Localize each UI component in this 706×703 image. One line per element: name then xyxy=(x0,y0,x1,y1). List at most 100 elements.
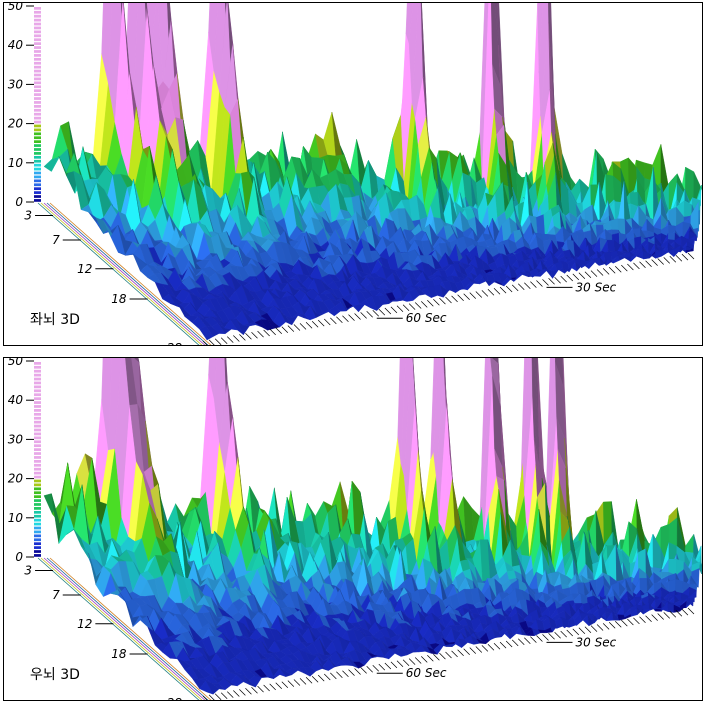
time-hatch-tick xyxy=(269,683,276,691)
colorbar-segment xyxy=(34,14,41,18)
time-hatch-tick xyxy=(354,313,361,320)
time-hatch-tick xyxy=(518,638,525,646)
time-hatch-tick xyxy=(287,680,295,687)
time-hatch-tick xyxy=(675,254,683,262)
time-hatch-tick xyxy=(299,323,307,330)
time-hatch-tick xyxy=(681,253,689,261)
time-hatch-tick xyxy=(493,642,501,650)
time-hatch-tick xyxy=(354,668,361,675)
time-hatch-tick xyxy=(299,678,307,685)
colorbar-segment xyxy=(34,432,41,436)
time-hatch-tick xyxy=(572,628,580,636)
colorbar-segment xyxy=(34,491,41,495)
time-hatch-tick xyxy=(657,613,664,620)
time-hatch-tick xyxy=(651,259,658,266)
left-brain-3d-panel: 0 10 20 30 40 50 3 7 12 18 28 30 Sec 60 Sec 좌뇌 3D xyxy=(3,2,703,346)
colorbar-segment xyxy=(34,538,41,542)
time-hatch-tick xyxy=(269,328,276,336)
colorbar-segment xyxy=(34,116,41,120)
time-hatch-tick xyxy=(475,291,483,298)
time-hatch-tick xyxy=(499,641,507,649)
time-hatch-tick xyxy=(239,689,246,696)
colorbar-segment xyxy=(34,401,41,404)
time-hatch-tick xyxy=(305,677,313,684)
colorbar-segment xyxy=(34,479,41,483)
colorbar-segment xyxy=(34,105,41,108)
time-hatch-tick xyxy=(687,252,695,260)
time-hatch-tick xyxy=(457,294,464,302)
time-hatch-tick xyxy=(421,656,428,663)
time-hatch-tick xyxy=(214,338,222,345)
time-hatch-tick xyxy=(663,257,670,264)
colorbar-segment xyxy=(34,136,41,140)
colorbar-segment xyxy=(34,163,41,167)
time-hatch-tick xyxy=(390,661,398,669)
time-hatch-tick xyxy=(554,631,561,639)
time-hatch-tick xyxy=(590,270,598,277)
time-hatch-tick xyxy=(336,316,343,324)
colorbar-segment xyxy=(34,369,41,373)
time-hatch-tick xyxy=(251,686,258,694)
time-hatch-tick xyxy=(396,660,404,668)
time-tick-label: 60 Sec xyxy=(406,311,447,325)
colorbar-segment xyxy=(34,452,41,455)
time-hatch-tick xyxy=(590,625,598,632)
surface-cell xyxy=(101,3,113,84)
surface-cell xyxy=(668,579,676,593)
time-hatch-tick xyxy=(366,666,373,673)
z-tick-label: 50 xyxy=(8,3,24,13)
surface-cell xyxy=(408,3,419,104)
time-hatch-tick xyxy=(481,645,489,652)
freq-axis-line xyxy=(43,557,206,700)
time-hatch-tick xyxy=(348,669,355,676)
freq-tick-label: 12 xyxy=(77,617,92,631)
colorbar-segment xyxy=(34,467,41,471)
time-hatch-tick xyxy=(451,295,458,303)
time-hatch-tick xyxy=(457,649,464,657)
colorbar-segment xyxy=(34,471,41,475)
time-hatch-tick xyxy=(372,664,379,672)
surface-cell xyxy=(400,358,412,476)
time-hatch-tick xyxy=(439,297,446,305)
time-hatch-tick xyxy=(408,658,416,665)
surface-cell xyxy=(479,3,489,181)
freq-axis-line xyxy=(37,202,200,345)
colorbar-segment xyxy=(34,50,41,53)
time-hatch-tick xyxy=(433,298,440,306)
time-hatch-tick xyxy=(263,329,270,337)
freq-tick-label: 28 xyxy=(167,341,183,345)
colorbar-segment xyxy=(34,495,41,498)
time-hatch-tick xyxy=(378,663,386,671)
time-hatch-tick xyxy=(245,688,252,695)
freq-tick-label: 7 xyxy=(52,233,60,247)
freq-axis-line xyxy=(49,202,212,345)
time-hatch-tick xyxy=(293,679,301,686)
time-hatch-tick xyxy=(627,263,634,271)
z-tick-label: 20 xyxy=(8,472,24,486)
z-tick-label: 40 xyxy=(8,38,24,52)
time-hatch-tick xyxy=(445,651,452,659)
colorbar-segment xyxy=(34,112,41,116)
time-hatch-tick xyxy=(602,623,610,630)
time-hatch-tick xyxy=(427,300,434,307)
colorbar-segment xyxy=(34,514,41,518)
colorbar-segment xyxy=(34,389,41,393)
freq-tick-label: 3 xyxy=(24,564,32,578)
colorbar-segment xyxy=(34,144,41,147)
time-hatch-tick xyxy=(560,275,567,283)
surface-cell xyxy=(642,608,650,615)
colorbar-segment xyxy=(34,456,41,459)
time-hatch-tick xyxy=(615,265,622,273)
colorbar-segment xyxy=(34,534,41,538)
z-tick-label: 0 xyxy=(15,195,23,209)
colorbar-segment xyxy=(34,26,41,30)
time-hatch-tick xyxy=(402,304,410,311)
colorbar-segment xyxy=(34,499,41,502)
time-hatch-tick xyxy=(378,308,386,316)
colorbar-segment xyxy=(34,120,41,124)
time-hatch-tick xyxy=(414,657,422,664)
time-hatch-tick xyxy=(384,662,392,670)
time-hatch-tick xyxy=(493,287,501,295)
time-hatch-tick xyxy=(627,618,634,626)
time-hatch-tick xyxy=(566,629,573,637)
